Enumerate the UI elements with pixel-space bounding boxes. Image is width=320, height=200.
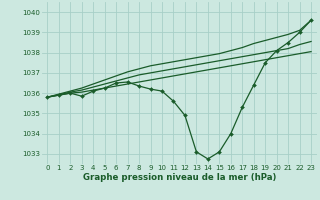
X-axis label: Graphe pression niveau de la mer (hPa): Graphe pression niveau de la mer (hPa) (83, 173, 276, 182)
